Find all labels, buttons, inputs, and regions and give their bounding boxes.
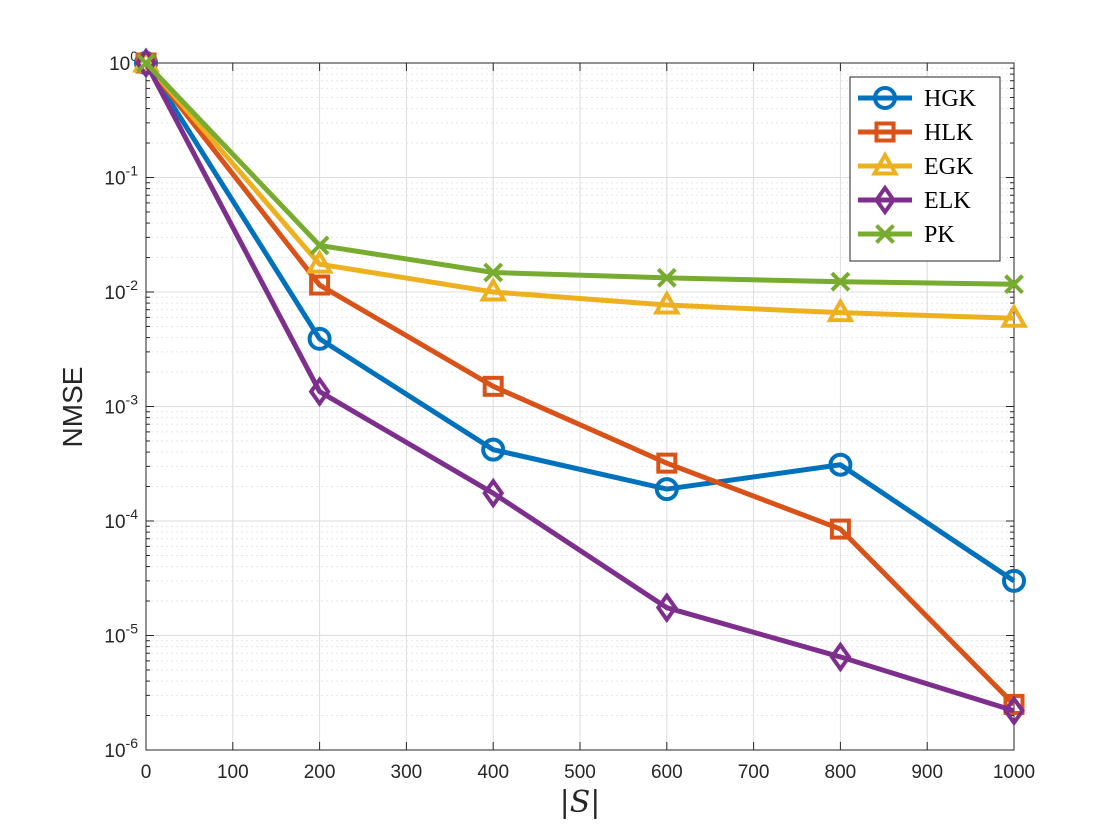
series-line xyxy=(144,61,1015,287)
y-axis-title: NMSE xyxy=(57,367,88,448)
data-point xyxy=(875,224,895,244)
x-axis-title: |S| xyxy=(560,785,601,820)
data-point xyxy=(307,326,332,351)
data-point xyxy=(874,121,896,143)
series-hlk xyxy=(135,52,1025,715)
series-line xyxy=(143,61,1016,583)
y-tick-label: 10-2 xyxy=(104,277,138,304)
data-point xyxy=(655,592,678,624)
legend-label: PK xyxy=(924,222,955,248)
data-point xyxy=(482,375,504,397)
data-point xyxy=(483,262,504,283)
x-tick-label: 700 xyxy=(738,762,770,783)
series-elk xyxy=(135,47,1025,727)
series-line xyxy=(144,61,1016,707)
data-point xyxy=(826,297,855,323)
data-point xyxy=(654,477,679,502)
data-point xyxy=(482,477,505,509)
data-point xyxy=(828,452,853,477)
legend-label: HLK xyxy=(924,120,974,146)
y-tick-label: 10-5 xyxy=(104,621,138,648)
x-tick-label: 0 xyxy=(141,762,152,783)
series-pk xyxy=(136,53,1024,295)
data-point xyxy=(830,271,851,292)
x-tick-label: 300 xyxy=(391,762,423,783)
y-tick-labels: 100 10-1 10-2 10-3 10-4 10-5 10-6 xyxy=(104,48,138,762)
data-point xyxy=(305,249,334,274)
series-line xyxy=(143,61,1015,714)
legend-item-hlk: HLK xyxy=(858,120,974,146)
data-point xyxy=(1003,695,1025,727)
data-point xyxy=(871,150,899,176)
legend-item-pk: PK xyxy=(858,222,955,248)
x-tick-labels: 0 100 200 300 400 500 600 700 800 900 1000 xyxy=(141,762,1035,783)
data-point xyxy=(656,452,678,474)
data-point xyxy=(874,184,896,216)
data-point xyxy=(656,267,677,288)
x-tick-label: 200 xyxy=(304,762,336,783)
data-point xyxy=(873,86,897,110)
y-tick-label: 100 xyxy=(109,48,138,75)
data-point xyxy=(309,274,331,296)
series-layer xyxy=(132,47,1028,727)
x-tick-label: 400 xyxy=(477,762,509,783)
legend-item-hgk: HGK xyxy=(858,86,977,112)
y-tick-label: 10-6 xyxy=(104,735,138,762)
data-point xyxy=(309,235,330,256)
legend-label: ELK xyxy=(924,188,971,214)
x-tick-label: 500 xyxy=(564,762,596,783)
x-tick-label: 600 xyxy=(651,762,683,783)
legend-item-egk: EGK xyxy=(858,150,974,180)
data-point xyxy=(829,641,852,673)
series-line xyxy=(144,61,1015,321)
data-point xyxy=(1000,303,1028,328)
y-tick-label: 10-3 xyxy=(104,392,138,419)
y-tick-label: 10-4 xyxy=(104,506,138,533)
x-tick-label: 900 xyxy=(911,762,943,783)
data-point xyxy=(308,376,331,408)
legend-item-elk: ELK xyxy=(858,184,971,216)
data-point xyxy=(136,53,156,73)
data-point xyxy=(1002,568,1026,593)
data-point xyxy=(652,289,681,315)
legend: HGK HLK EGK ELK PK xyxy=(849,76,1001,262)
x-tick-label: 800 xyxy=(825,762,857,783)
x-tick-label: 1000 xyxy=(993,762,1035,783)
x-tick-label: 100 xyxy=(217,762,249,783)
y-tick-label: 10-1 xyxy=(104,163,138,190)
legend-label: HGK xyxy=(924,86,977,112)
data-point xyxy=(1004,274,1024,295)
legend-label: EGK xyxy=(924,154,974,180)
data-point xyxy=(479,276,508,302)
data-point xyxy=(481,437,506,462)
data-point xyxy=(829,518,851,540)
